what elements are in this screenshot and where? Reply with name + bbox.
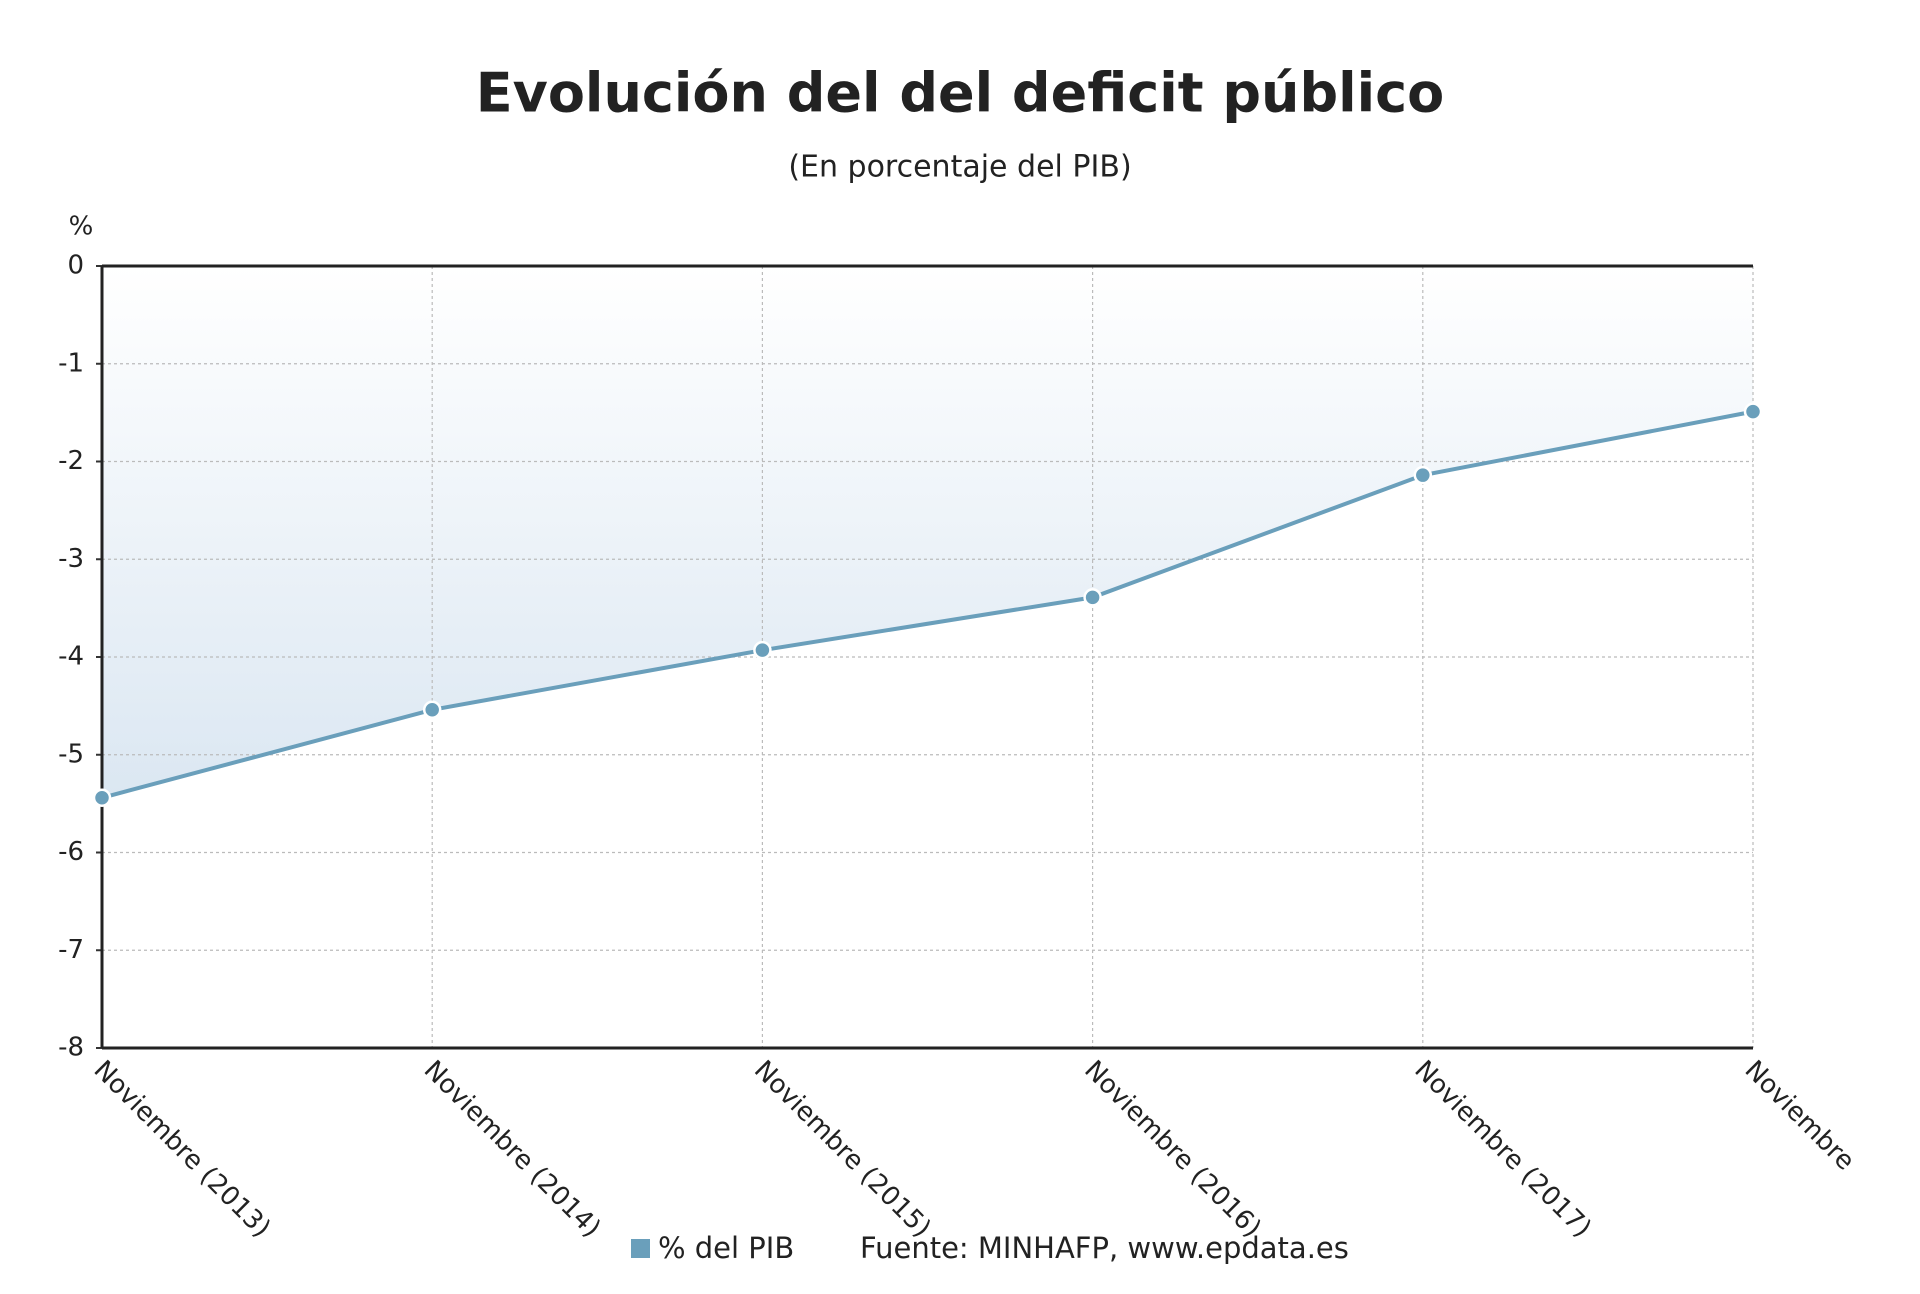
y-tick-label: -3 (58, 544, 84, 574)
y-axis-label: % (69, 212, 94, 242)
chart-title: Evolución del del deficit público (476, 62, 1445, 125)
x-tick-label: Noviembre (1739, 1055, 1861, 1177)
y-tick-label: -7 (58, 935, 84, 965)
data-point (1743, 402, 1763, 421)
x-tick-label: Noviembre (2015) (748, 1055, 937, 1244)
series-line (101, 409, 1754, 800)
x-tick-label: Noviembre (2014) (418, 1055, 607, 1244)
y-tick-label: -5 (58, 739, 84, 769)
y-tick-label: 0 (67, 251, 84, 281)
y-tick-label: -4 (58, 642, 84, 672)
chart-subtitle: (En porcentaje del PIB) (788, 150, 1131, 185)
x-tick-label: Noviembre (2016) (1078, 1055, 1267, 1244)
area (102, 266, 1753, 798)
legend-swatch (631, 1239, 650, 1258)
data-point (1413, 465, 1433, 485)
x-tick-label: Noviembre (2013) (88, 1055, 277, 1244)
y-tick-label: -2 (58, 446, 84, 476)
y-tick-label: -6 (58, 837, 84, 867)
data-point (753, 640, 772, 660)
data-point (422, 700, 442, 720)
y-tick-label: -1 (58, 348, 84, 378)
source: Fuente: MINHAFP, www.epdata.es (860, 1231, 1349, 1265)
legend-label: % del PIB (658, 1231, 794, 1265)
data-point (92, 788, 112, 808)
data-point (1083, 588, 1102, 607)
y-tick-label: -8 (58, 1033, 84, 1063)
x-tick-label: Noviembre (2017) (1408, 1055, 1597, 1244)
